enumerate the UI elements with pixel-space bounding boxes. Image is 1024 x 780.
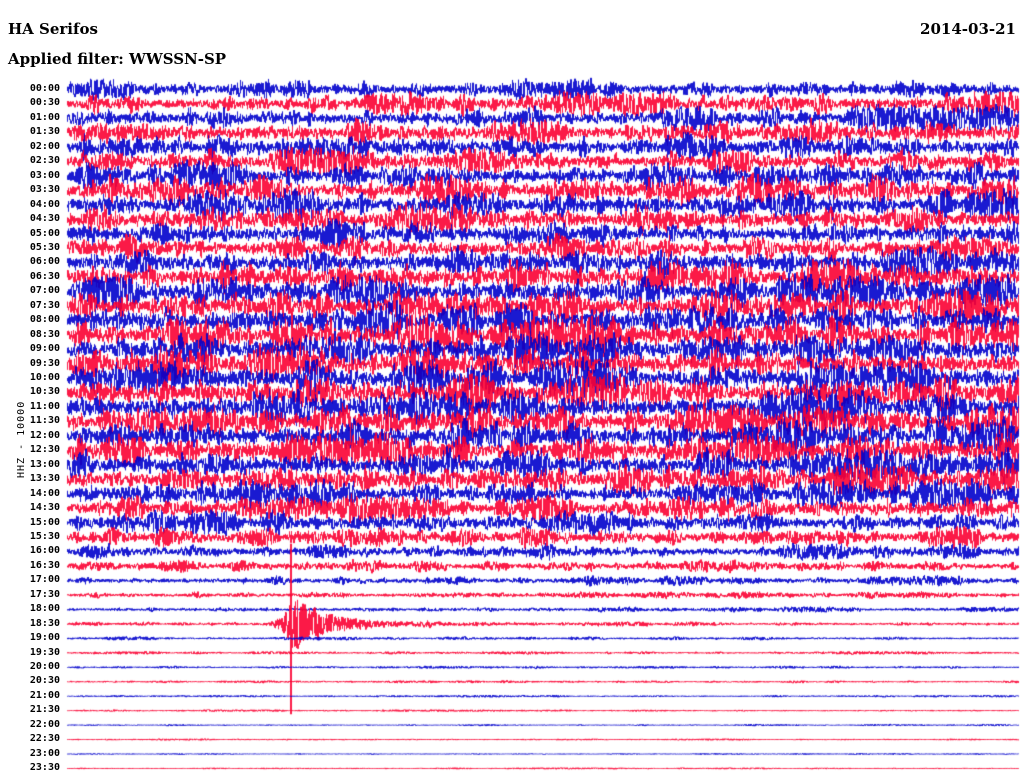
- time-label: 10:30: [29, 386, 60, 398]
- date-label: 2014-03-21: [920, 20, 1016, 38]
- time-label: 18:30: [29, 617, 60, 629]
- time-label: 16:00: [29, 545, 60, 557]
- time-label: 15:30: [29, 530, 60, 542]
- time-label: 17:30: [29, 588, 60, 600]
- time-label: 08:30: [29, 328, 60, 340]
- time-label: 09:30: [29, 357, 60, 369]
- time-label: 07:00: [29, 285, 60, 297]
- time-label: 03:30: [29, 184, 60, 196]
- time-axis: 00:00 00:30 01:00 01:30 02:00 02:30 03:00 03:30…: [0, 0, 62, 780]
- filter-label: Applied filter: WWSSN-SP: [8, 50, 227, 68]
- channel-axis-label: HHZ - 10000: [16, 400, 27, 478]
- time-label: 08:00: [29, 314, 60, 326]
- time-label: 07:30: [29, 299, 60, 311]
- time-label: 20:00: [29, 661, 60, 672]
- time-label: 19:00: [29, 632, 60, 644]
- time-label: 13:00: [29, 458, 60, 470]
- time-label: 05:30: [29, 241, 60, 253]
- time-label: 09:00: [29, 343, 60, 355]
- time-label: 04:30: [29, 213, 60, 225]
- time-label: 15:00: [29, 516, 60, 528]
- time-label: 10:00: [29, 372, 60, 383]
- time-label: 01:30: [29, 126, 60, 138]
- time-label: 02:00: [29, 140, 60, 152]
- time-label: 00:00: [29, 83, 60, 94]
- time-label: 12:30: [29, 444, 60, 456]
- time-label: 14:00: [29, 487, 60, 499]
- time-label: 23:30: [29, 762, 60, 774]
- time-label: 04:00: [29, 198, 60, 210]
- time-label: 02:30: [29, 155, 60, 167]
- time-label: 14:30: [29, 502, 60, 514]
- time-label: 05:00: [29, 227, 60, 239]
- time-label: 19:30: [29, 646, 60, 658]
- time-label: 16:30: [29, 559, 60, 571]
- time-label: 17:00: [29, 574, 60, 586]
- time-label: 18:00: [29, 603, 60, 615]
- station-title: HA Serifos: [8, 20, 98, 38]
- time-label: 00:30: [29, 97, 60, 109]
- time-label: 12:00: [29, 429, 60, 441]
- time-label: 06:30: [29, 270, 60, 282]
- time-label: 03:00: [29, 169, 60, 181]
- time-label: 22:30: [29, 733, 60, 745]
- time-label: 23:00: [29, 747, 60, 759]
- time-label: 13:30: [29, 473, 60, 485]
- time-label: 11:30: [29, 415, 60, 427]
- time-label: 21:30: [29, 704, 60, 716]
- time-label: 06:00: [29, 256, 60, 268]
- time-label: 11:00: [29, 400, 60, 412]
- time-label: 21:00: [29, 689, 60, 701]
- time-label: 01:00: [29, 111, 60, 123]
- time-label: 22:00: [29, 718, 60, 730]
- time-label: 20:30: [29, 675, 60, 687]
